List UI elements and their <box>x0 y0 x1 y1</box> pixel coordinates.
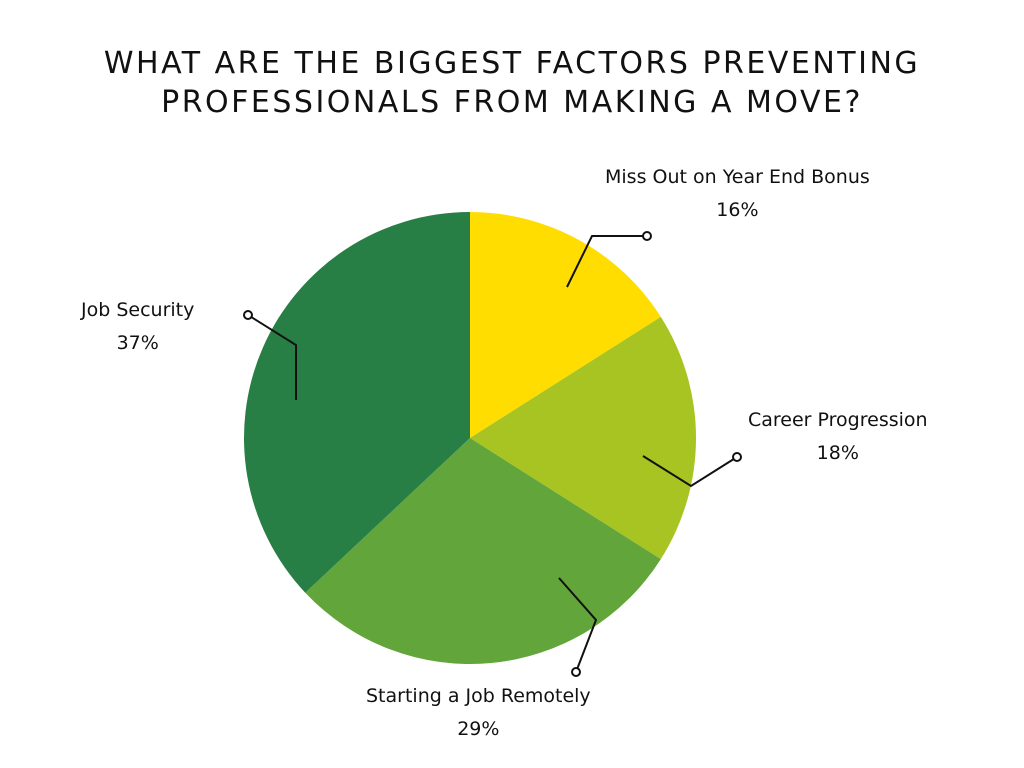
pie-slice-2 <box>305 438 661 665</box>
leader-endpoint-0 <box>642 231 652 241</box>
title-line-1: WHAT ARE THE BIGGEST FACTORS PREVENTING <box>103 46 921 81</box>
title-line-2: PROFESSIONALS FROM MAKING A MOVE? <box>161 85 863 120</box>
leader-endpoint-1 <box>732 452 742 462</box>
pie-slice-3 <box>244 212 470 593</box>
leader-line-1 <box>642 455 738 488</box>
slice-value-label: 18% <box>816 442 859 464</box>
chart-title: WHAT ARE THE BIGGEST FACTORS PREVENTING … <box>0 44 1024 122</box>
leader-line-0 <box>566 235 647 288</box>
leader-endpoint-2 <box>571 667 581 677</box>
slice-value-label: 37% <box>116 332 159 354</box>
slice-label: Miss Out on Year End Bonus <box>605 166 870 188</box>
slice-value-label: 16% <box>716 199 759 221</box>
label-job-security: Job Security 37% <box>81 294 194 360</box>
leader-endpoint-3 <box>243 310 253 320</box>
label-starting-remotely: Starting a Job Remotely 29% <box>366 680 591 746</box>
label-miss-out-bonus: Miss Out on Year End Bonus 16% <box>605 161 870 227</box>
slice-value-label: 29% <box>457 718 500 740</box>
slice-label: Job Security <box>81 299 195 321</box>
pie-slice-0 <box>470 212 661 438</box>
slice-label: Career Progression <box>748 409 928 431</box>
slice-label: Starting a Job Remotely <box>366 685 591 707</box>
leader-line-2 <box>558 577 598 673</box>
label-career-progression: Career Progression 18% <box>748 404 928 470</box>
pie-slice-1 <box>470 316 696 560</box>
leader-line-3 <box>247 314 297 400</box>
